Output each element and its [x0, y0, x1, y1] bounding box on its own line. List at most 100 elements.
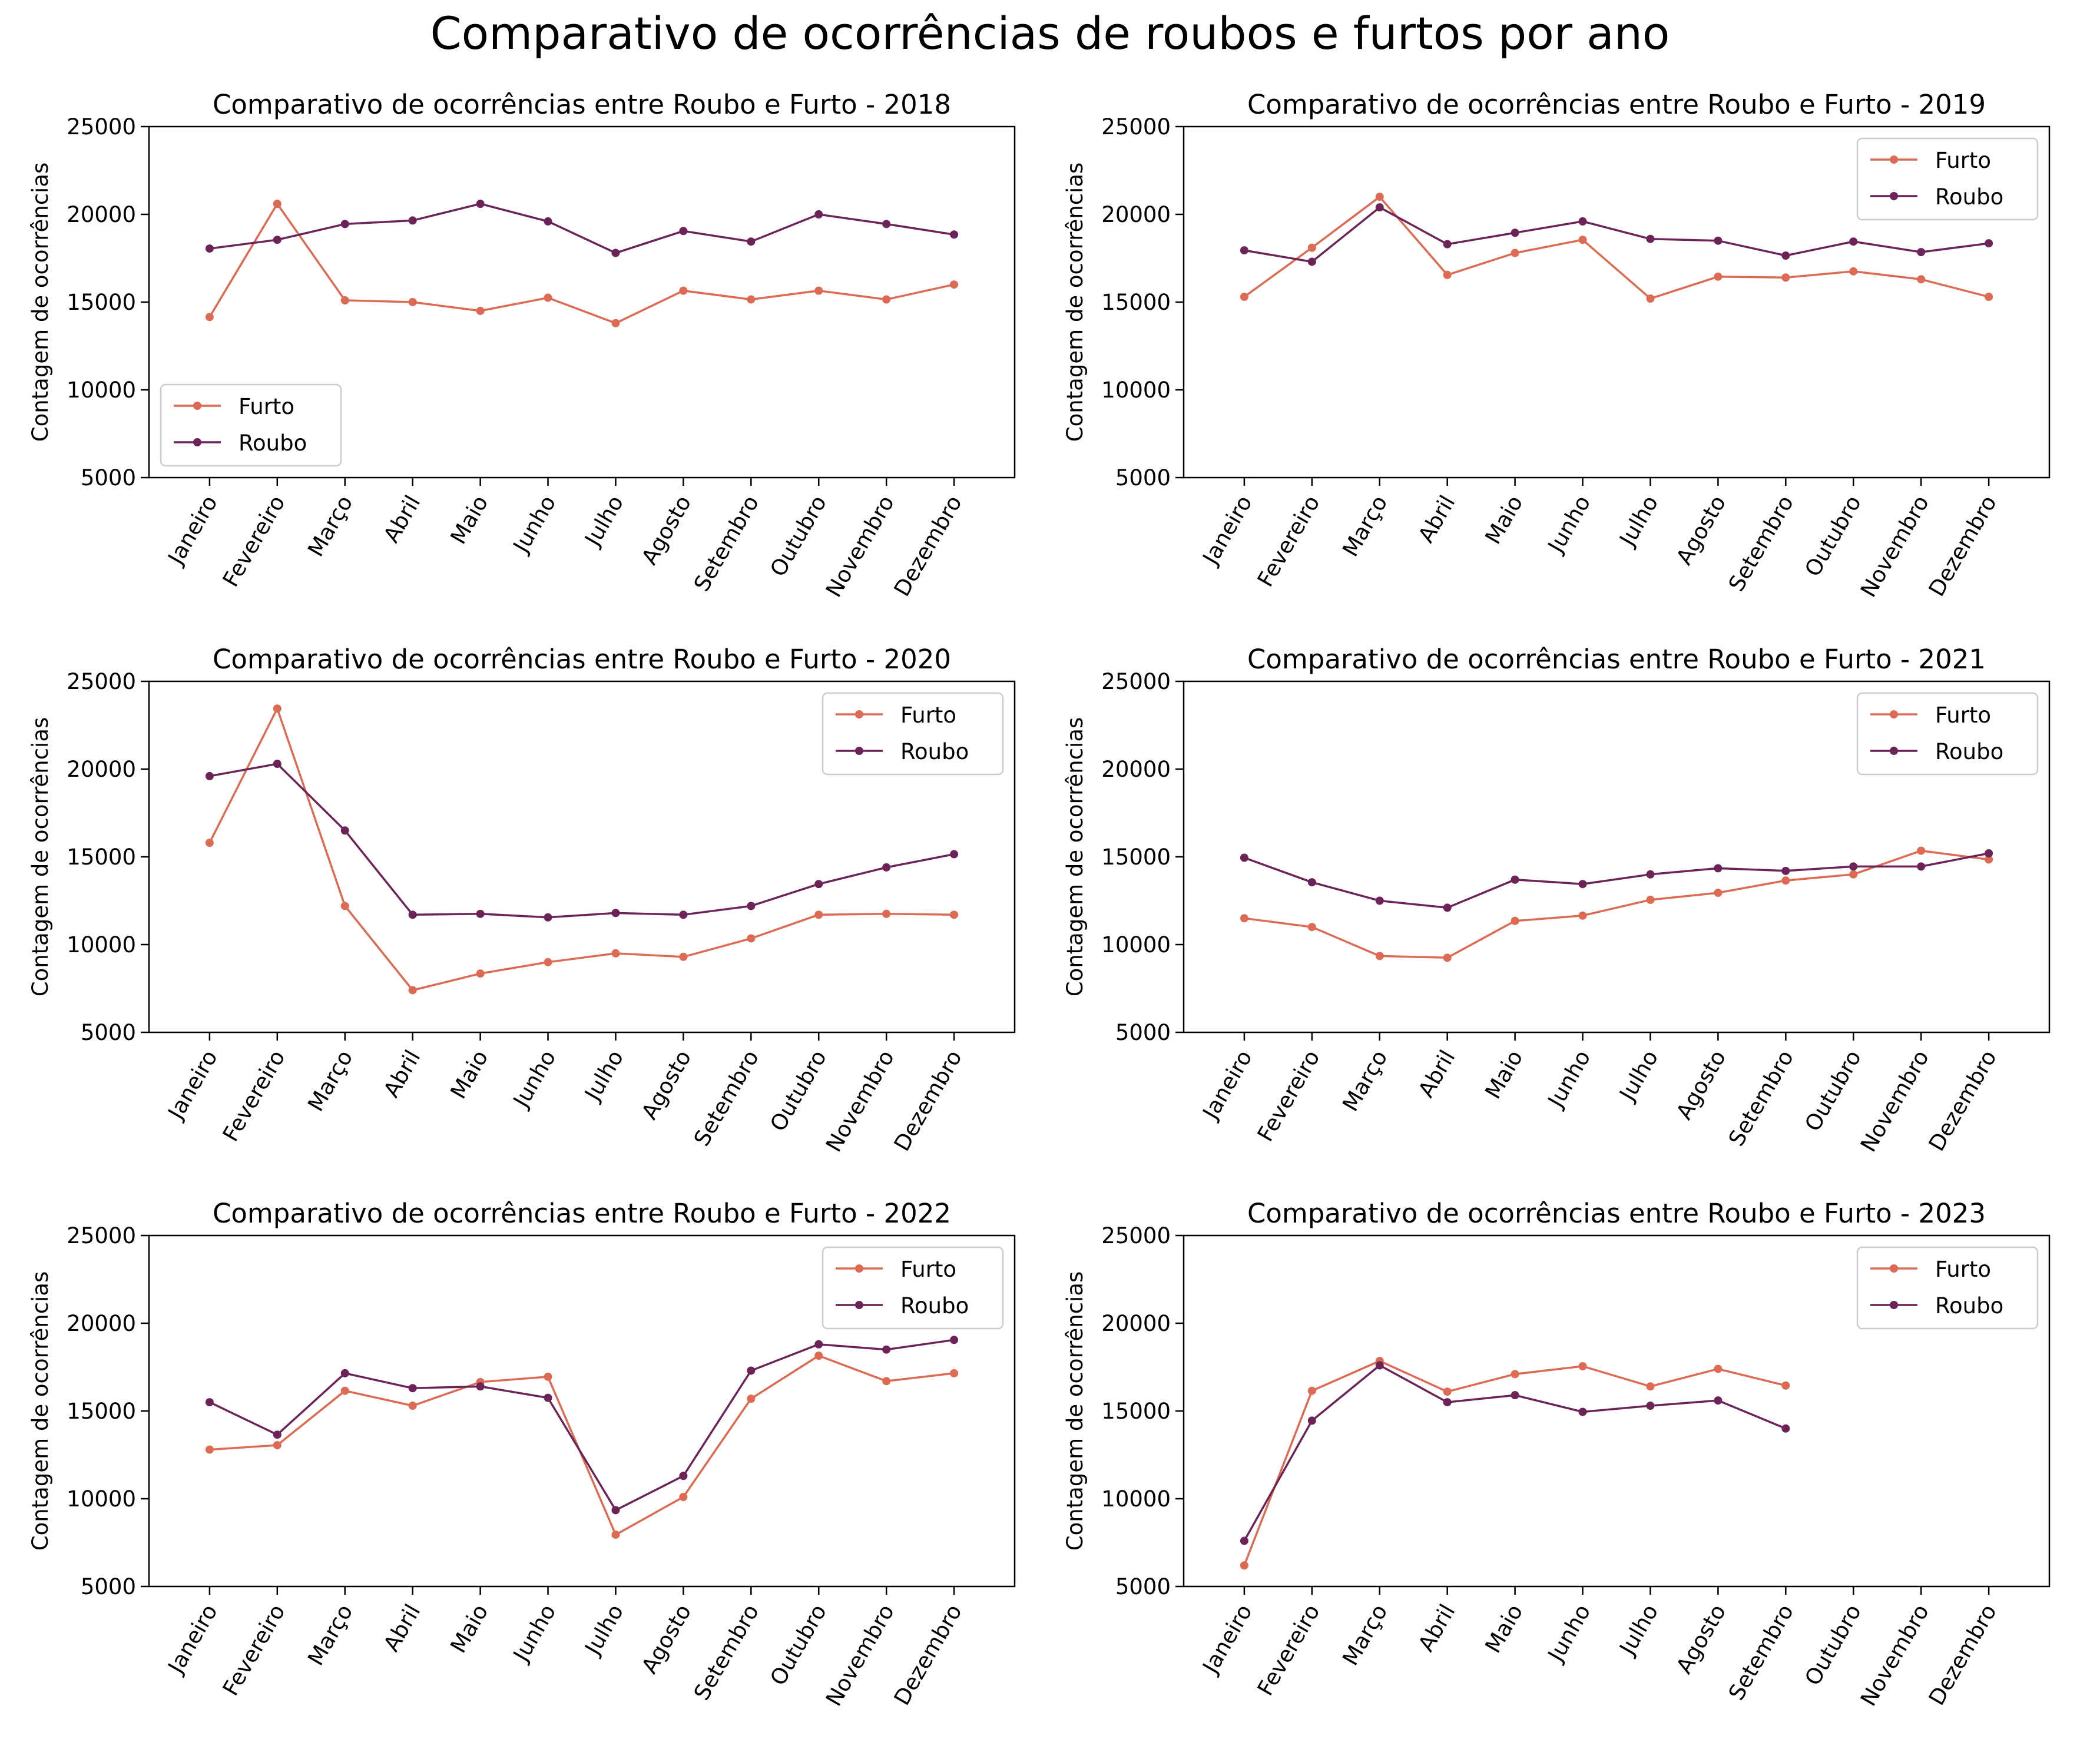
- data-point-furto: [476, 969, 485, 978]
- legend-swatch-marker: [1890, 192, 1898, 200]
- x-tick-label: Setembro: [689, 1600, 764, 1704]
- data-point-roubo: [544, 913, 552, 922]
- x-tick-label: Dezembro: [889, 1046, 967, 1155]
- plot-frame: [148, 1234, 1016, 1588]
- legend-swatch-marker: [855, 747, 863, 755]
- x-tick-label: Outubro: [1800, 1046, 1866, 1135]
- data-point-roubo: [747, 902, 756, 910]
- x-tick-label: Novembro: [1856, 491, 1934, 601]
- data-point-furto: [1578, 1362, 1587, 1371]
- data-point-furto: [1646, 1382, 1655, 1391]
- data-point-roubo: [408, 910, 417, 919]
- legend-swatch-marker: [855, 1264, 863, 1273]
- x-tick-label: Junho: [508, 1600, 561, 1667]
- data-point-furto: [814, 1352, 823, 1360]
- y-tick-label: 25000: [1101, 669, 1171, 694]
- data-point-roubo: [1443, 1398, 1452, 1407]
- legend-swatch-marker: [855, 710, 863, 718]
- y-tick-label: 5000: [81, 465, 136, 491]
- data-point-roubo: [544, 1393, 552, 1402]
- data-point-roubo: [1714, 864, 1723, 873]
- data-point-roubo: [544, 217, 552, 226]
- legend-label: Furto: [239, 394, 294, 419]
- x-tick-label: Outubro: [765, 1600, 832, 1690]
- data-point-furto: [544, 958, 552, 966]
- y-tick-label: 10000: [1101, 1486, 1171, 1512]
- data-point-roubo: [476, 200, 485, 208]
- x-tick-label: Dezembro: [889, 491, 967, 601]
- data-point-roubo: [1714, 1396, 1723, 1405]
- x-tick-label: Julho: [579, 1600, 629, 1660]
- legend-label: Furto: [1935, 703, 1991, 728]
- data-point-furto: [882, 295, 891, 304]
- data-point-furto: [408, 986, 417, 995]
- y-tick-label: 25000: [67, 669, 136, 694]
- y-tick-label: 15000: [1101, 844, 1171, 870]
- x-tick-label: Fevereiro: [1253, 1600, 1325, 1700]
- data-point-furto: [747, 1394, 756, 1403]
- data-point-furto: [273, 200, 281, 208]
- data-point-roubo: [1443, 903, 1452, 912]
- x-tick-label: Setembro: [689, 1046, 764, 1150]
- y-tick-label: 15000: [1101, 290, 1171, 315]
- x-tick-label: Agosto: [1671, 491, 1731, 569]
- y-tick-label: 10000: [67, 1486, 136, 1512]
- data-point-furto: [679, 1493, 688, 1502]
- data-point-roubo: [1917, 248, 1926, 257]
- x-tick-label: Abril: [1413, 1600, 1460, 1656]
- y-tick-label: 10000: [67, 932, 136, 958]
- x-tick-label: Fevereiro: [218, 1046, 290, 1146]
- x-tick-label: Novembro: [821, 1600, 899, 1710]
- data-point-roubo: [747, 237, 756, 246]
- data-point-furto: [1985, 855, 1993, 864]
- data-point-roubo: [340, 826, 349, 835]
- data-point-furto: [1240, 1561, 1248, 1570]
- x-tick-label: Julho: [1614, 491, 1664, 551]
- legend-label: Roubo: [239, 430, 307, 456]
- subplot-1: Comparativo de ocorrências entre Roubo e…: [28, 89, 1016, 601]
- subplot-title: Comparativo de ocorrências entre Roubo e…: [213, 644, 951, 675]
- y-tick-label: 10000: [1101, 932, 1171, 958]
- data-point-roubo: [408, 216, 417, 225]
- x-tick-label: Março: [303, 1600, 357, 1670]
- subplot-6: Comparativo de ocorrências entre Roubo e…: [1062, 1198, 2051, 1710]
- data-point-furto: [1578, 911, 1587, 920]
- y-tick-label: 15000: [1101, 1399, 1171, 1424]
- data-point-furto: [1375, 952, 1384, 960]
- x-tick-label: Fevereiro: [1253, 1046, 1325, 1146]
- legend-swatch-marker: [1890, 1264, 1898, 1273]
- data-point-furto: [950, 910, 959, 919]
- x-tick-label: Março: [303, 1046, 357, 1115]
- y-axis-label: Contagem de ocorrências: [1062, 163, 1088, 442]
- data-point-furto: [205, 1445, 214, 1454]
- data-point-furto: [544, 1372, 552, 1381]
- data-point-roubo: [340, 1369, 349, 1377]
- data-point-roubo: [882, 220, 891, 228]
- y-tick-label: 20000: [67, 1311, 136, 1336]
- y-tick-label: 20000: [67, 757, 136, 782]
- x-tick-label: Outubro: [765, 1046, 832, 1135]
- data-point-roubo: [1646, 1402, 1655, 1410]
- data-point-roubo: [273, 1430, 281, 1439]
- x-tick-label: Fevereiro: [218, 491, 290, 591]
- data-point-roubo: [611, 249, 620, 257]
- series-line-furto: [208, 201, 955, 324]
- subplot-5: Comparativo de ocorrências entre Roubo e…: [28, 1198, 1016, 1710]
- series-line-roubo: [209, 1339, 955, 1512]
- y-tick-label: 5000: [1115, 1020, 1171, 1045]
- data-point-roubo: [950, 1336, 959, 1344]
- y-tick-label: 20000: [67, 202, 136, 227]
- data-point-roubo: [747, 1366, 756, 1375]
- legend-label: Furto: [900, 703, 956, 728]
- legend-label: Furto: [1935, 148, 1991, 173]
- data-point-roubo: [1307, 878, 1316, 887]
- data-point-furto: [1646, 896, 1655, 905]
- data-point-furto: [1307, 923, 1316, 932]
- legend-swatch-marker: [193, 438, 201, 446]
- data-point-roubo: [1578, 1407, 1587, 1416]
- data-point-roubo: [679, 1472, 688, 1480]
- data-point-furto: [679, 952, 688, 961]
- data-point-furto: [611, 949, 620, 958]
- subplot-title: Comparativo de ocorrências entre Roubo e…: [1247, 644, 1986, 675]
- data-point-furto: [273, 1441, 281, 1450]
